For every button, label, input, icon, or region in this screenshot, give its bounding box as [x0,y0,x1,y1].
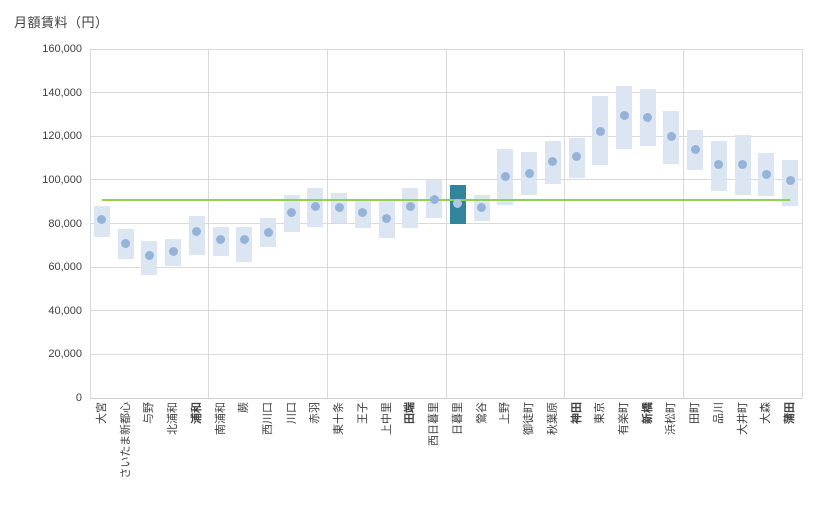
v-gridline [445,49,447,398]
y-tick-label: 20,000 [48,348,82,361]
x-axis-label: 秋葉原 [546,402,559,435]
x-axis-label: 西日暮里 [428,402,441,446]
mean-dot [358,208,368,218]
y-tick-label: 160,000 [42,43,82,55]
v-gridline [682,49,684,398]
mean-dot [572,152,582,162]
y-tick-label: 40,000 [48,304,82,317]
x-axis-label: 与野 [143,402,156,424]
mean-dot [690,144,700,154]
x-axis-label: 西川口 [262,402,274,435]
x-axis-label: 大森 [760,402,773,424]
mean-dot [216,235,226,245]
x-axis-label: さいたま新都心 [119,402,132,479]
x-axis-label: 田町 [689,402,702,424]
x-axis-label: 蒲田 [784,402,797,424]
x-axis-label: 北浦和 [167,402,180,435]
mean-dot [761,169,771,179]
mean-dot [714,160,724,170]
x-axis-label: 大井町 [736,402,749,435]
x-axis-label: 品川 [712,402,725,424]
mean-dot [666,131,676,141]
mean-dot [643,113,653,123]
x-axis-label: 上野 [499,402,512,424]
mean-dot [477,202,487,212]
x-axis-label: 東十条 [333,402,346,435]
x-axis-line [90,397,802,399]
mean-dot [334,202,344,212]
x-axis-label: 川口 [285,402,298,424]
x-axis-label: 浦和 [190,402,203,424]
x-axis-label: 王子 [356,402,369,424]
mean-dot [239,235,249,245]
mean-dot [287,208,297,218]
v-gridline [564,49,566,398]
mean-dot [738,160,748,170]
mean-dot [619,111,629,121]
x-axis-label: 日暮里 [451,402,464,435]
mean-dot [121,238,131,248]
x-axis-label: 有楽町 [618,402,630,435]
y-tick-label: 100,000 [42,173,82,186]
mean-dot [595,127,605,137]
mean-dot [144,250,154,260]
mean-dot [192,226,202,236]
x-axis-label: 上中里 [380,402,393,435]
mean-dot [168,247,178,257]
y-tick-label: 120,000 [42,130,82,143]
v-gridline [89,49,91,398]
v-gridline [801,49,803,398]
v-gridline [326,49,328,398]
mean-dot [310,201,320,211]
x-axis-label: 東京 [594,402,607,424]
x-axis-label: 浜松町 [665,402,678,435]
x-axis-label: 神田 [570,402,583,424]
range-bar [236,226,253,262]
v-gridline [208,49,210,398]
chart-title: 月額賃料（円） [14,15,109,30]
mean-dot [453,199,463,209]
x-axis-label: 新橋 [641,402,654,424]
y-tick-label: 60,000 [48,261,82,274]
y-tick-label: 140,000 [42,86,82,99]
reference-line [101,198,791,201]
mean-dot [524,168,534,178]
mean-dot [263,227,273,237]
mean-dot [382,213,392,223]
mean-dot [405,201,415,211]
x-axis-label: 御徒町 [523,402,536,435]
mean-dot [429,195,439,204]
x-axis-label: 大宮 [95,402,108,424]
mean-dot [97,214,107,224]
x-axis-label: 蕨 [238,402,251,413]
x-axis-label: 赤羽 [309,402,322,424]
mean-dot [548,156,558,166]
x-axis-label: 田端 [404,402,417,424]
y-tick-label: 80,000 [48,217,82,230]
x-axis-label: 南浦和 [214,402,227,435]
mean-dot [785,176,795,186]
y-tick-label: 0 [75,392,82,404]
x-axis-label: 鶯谷 [475,402,488,424]
mean-dot [500,172,510,182]
